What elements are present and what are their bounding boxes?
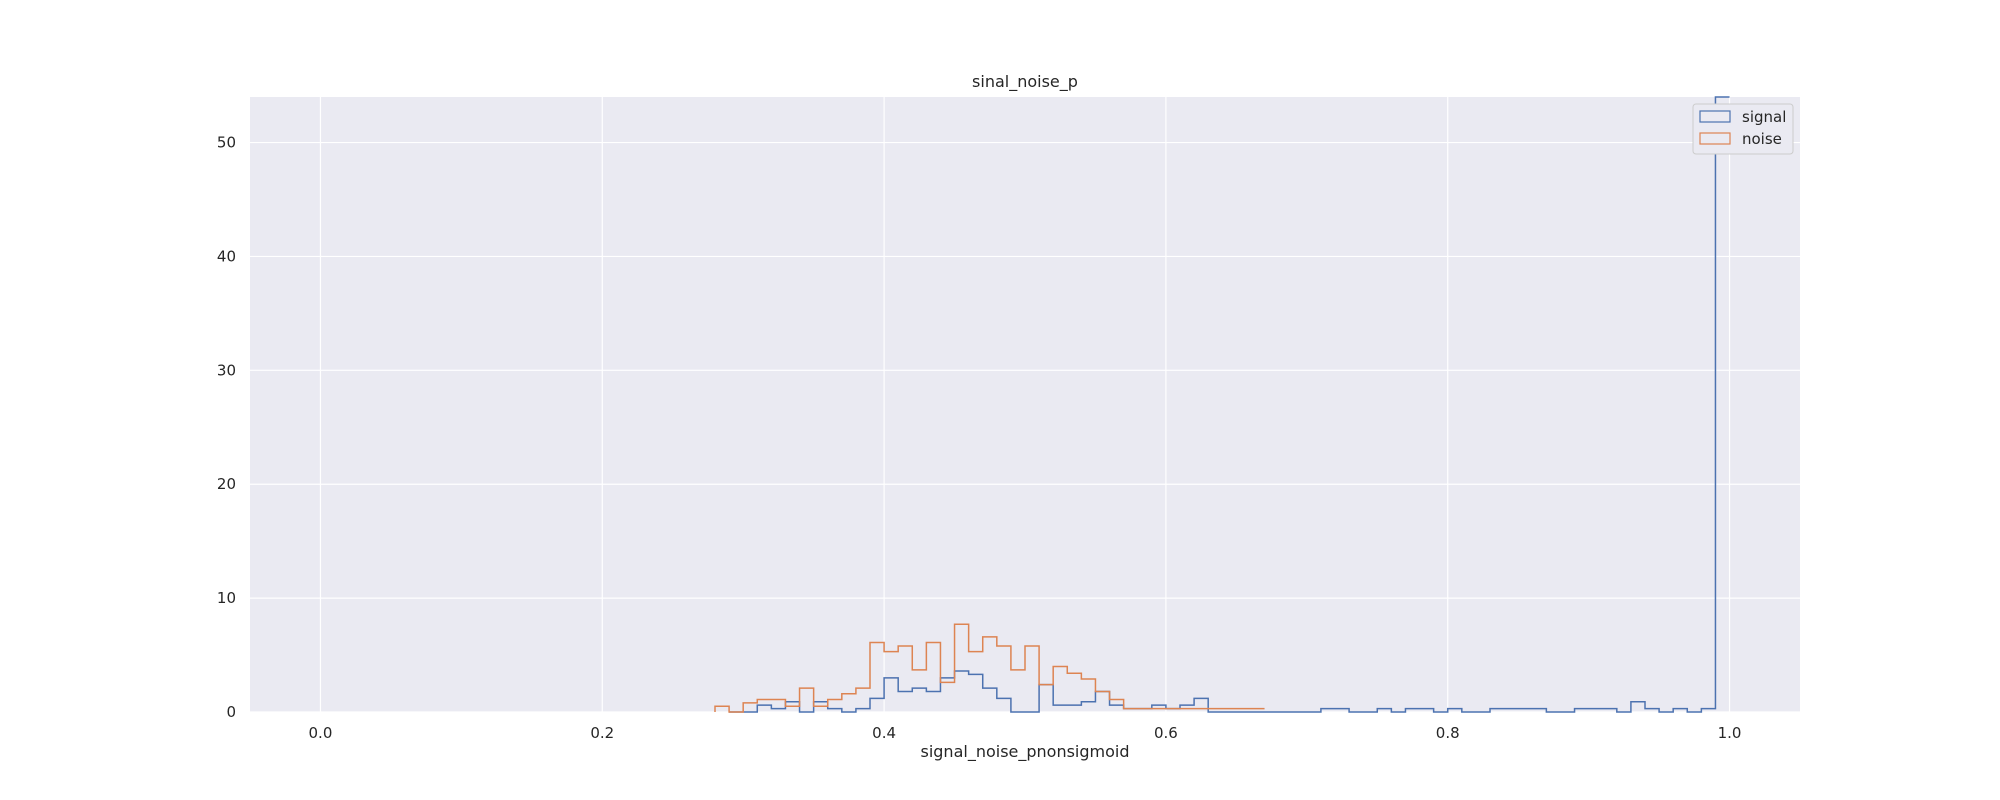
legend-swatch-signal (1699, 110, 1731, 123)
x-axis-label: signal_noise_pnonsigmoid (920, 742, 1129, 762)
y-axis: 0 10 20 30 40 50 (217, 134, 236, 721)
x-tick-label: 0.2 (590, 724, 614, 742)
y-tick-label: 30 (217, 361, 236, 379)
histogram-series (714, 96, 1730, 713)
x-tick-label: 1.0 (1718, 724, 1742, 742)
histogram-noise (714, 623, 1265, 713)
y-tick-label: 10 (217, 589, 236, 607)
y-tick-label: 20 (217, 475, 236, 493)
x-tick-label: 0.0 (309, 724, 333, 742)
x-axis: 0.0 0.2 0.4 0.6 0.8 1.0 (309, 724, 1742, 742)
legend-swatch-noise (1699, 132, 1731, 145)
plot-background (250, 97, 1800, 712)
y-tick-label: 50 (217, 134, 236, 152)
x-tick-label: 0.4 (872, 724, 896, 742)
grid-lines (250, 97, 1800, 713)
chart-title: sinal_noise_p (972, 72, 1078, 92)
legend-label-noise: noise (1742, 130, 1782, 148)
legend: signal noise (1692, 103, 1794, 155)
y-tick-label: 0 (226, 703, 236, 721)
histogram-signal (729, 96, 1730, 713)
x-tick-label: 0.6 (1154, 724, 1178, 742)
legend-label-signal: signal (1742, 108, 1786, 126)
legend-box (1692, 103, 1794, 155)
y-tick-label: 40 (217, 247, 236, 265)
x-tick-label: 0.8 (1436, 724, 1460, 742)
